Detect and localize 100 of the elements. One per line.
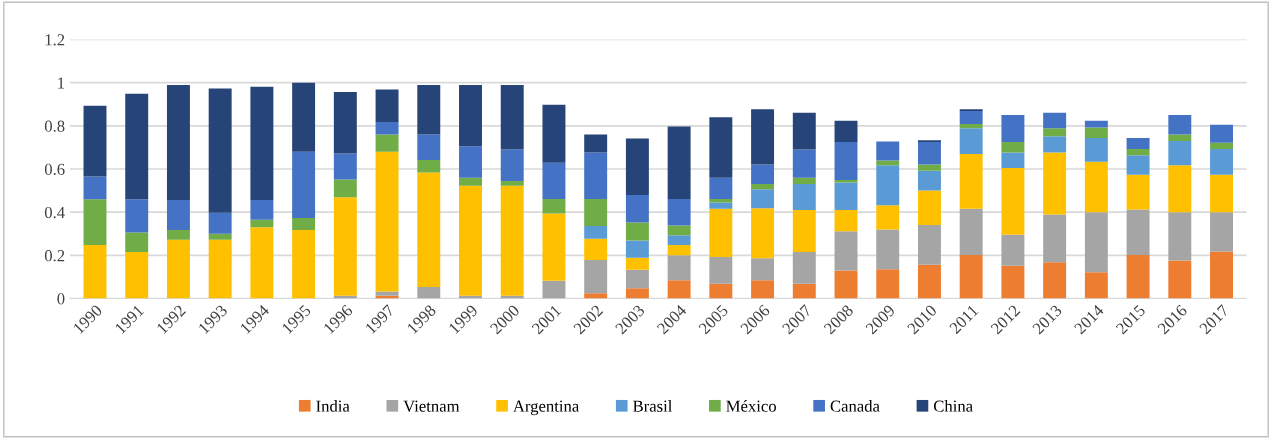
bar [500, 85, 524, 150]
bar [625, 138, 649, 195]
bar [375, 151, 399, 292]
legend-label: México [726, 400, 776, 412]
legend-label: Argentina [513, 400, 580, 416]
y-tick-label: 1.2 [45, 34, 65, 46]
bar [667, 244, 691, 256]
bar [959, 154, 983, 209]
bar [166, 200, 190, 231]
bar [959, 110, 983, 125]
legend-label: China [933, 400, 973, 412]
bar [1084, 137, 1108, 162]
bar [834, 210, 858, 232]
bar [834, 142, 858, 181]
bar [792, 283, 816, 299]
bar [709, 117, 733, 178]
bar [459, 146, 482, 178]
bar [500, 149, 524, 182]
bar [751, 184, 775, 190]
bar [625, 257, 649, 270]
bar [667, 235, 691, 245]
bar [333, 197, 357, 296]
bar [125, 93, 149, 200]
bar [1168, 212, 1192, 261]
bar [1043, 152, 1067, 215]
bar [792, 112, 816, 150]
bar [1168, 260, 1192, 299]
bar [375, 134, 399, 152]
bar [709, 283, 733, 299]
bar [959, 254, 983, 299]
bar [751, 208, 775, 259]
bar [1001, 142, 1025, 153]
bar [917, 224, 941, 265]
legend-label: Brasil [633, 400, 673, 412]
bar [1210, 174, 1233, 213]
bar [876, 269, 900, 299]
bar [625, 194, 649, 223]
bar [584, 134, 608, 153]
bar [667, 255, 691, 281]
legend-label: Canada [830, 400, 880, 412]
bar [917, 170, 941, 191]
bar [667, 126, 691, 200]
bar [917, 164, 941, 171]
bar [1168, 165, 1192, 213]
bar [667, 225, 691, 236]
bar [1210, 142, 1233, 149]
bar [83, 105, 107, 177]
bar [584, 293, 608, 299]
bar [166, 85, 190, 201]
bar [1084, 212, 1108, 273]
bar [792, 149, 816, 178]
bar [709, 177, 733, 200]
bar [1126, 174, 1150, 210]
bar [208, 88, 232, 213]
bar [751, 164, 775, 185]
bar [584, 199, 608, 226]
bar [166, 239, 190, 299]
bar [959, 208, 983, 255]
bar [459, 177, 482, 186]
bar [250, 200, 274, 220]
bar [584, 226, 608, 239]
bar [751, 109, 775, 165]
bar [834, 120, 858, 143]
bar [625, 288, 649, 299]
bar [500, 185, 524, 296]
bar [834, 270, 858, 299]
bar [208, 212, 232, 234]
bar [1168, 134, 1192, 141]
bar [292, 82, 316, 152]
bar [1084, 272, 1108, 299]
bar [917, 264, 941, 299]
bar [876, 160, 900, 166]
bar [917, 190, 941, 225]
bar [584, 238, 608, 261]
bar [250, 227, 274, 299]
bar [1043, 262, 1067, 299]
bar [292, 230, 316, 299]
bar [1210, 212, 1233, 252]
bar [792, 177, 816, 185]
bar [1043, 112, 1067, 129]
bar [333, 179, 357, 198]
bar [959, 128, 983, 155]
bar [792, 210, 816, 252]
bar [876, 141, 900, 161]
bar [792, 251, 816, 284]
bar [1126, 209, 1150, 255]
bar [1168, 140, 1192, 166]
bar [584, 152, 608, 200]
bar [459, 185, 482, 296]
bar [292, 151, 316, 219]
bar [542, 104, 566, 163]
y-tick-label: 0.8 [44, 120, 65, 132]
bar [1001, 152, 1025, 168]
y-tick-label: 0.6 [44, 163, 65, 176]
bar [876, 165, 900, 206]
bar [417, 85, 441, 135]
bar [375, 89, 399, 122]
bar [1001, 265, 1025, 299]
bar [667, 280, 691, 299]
bar [834, 231, 858, 271]
